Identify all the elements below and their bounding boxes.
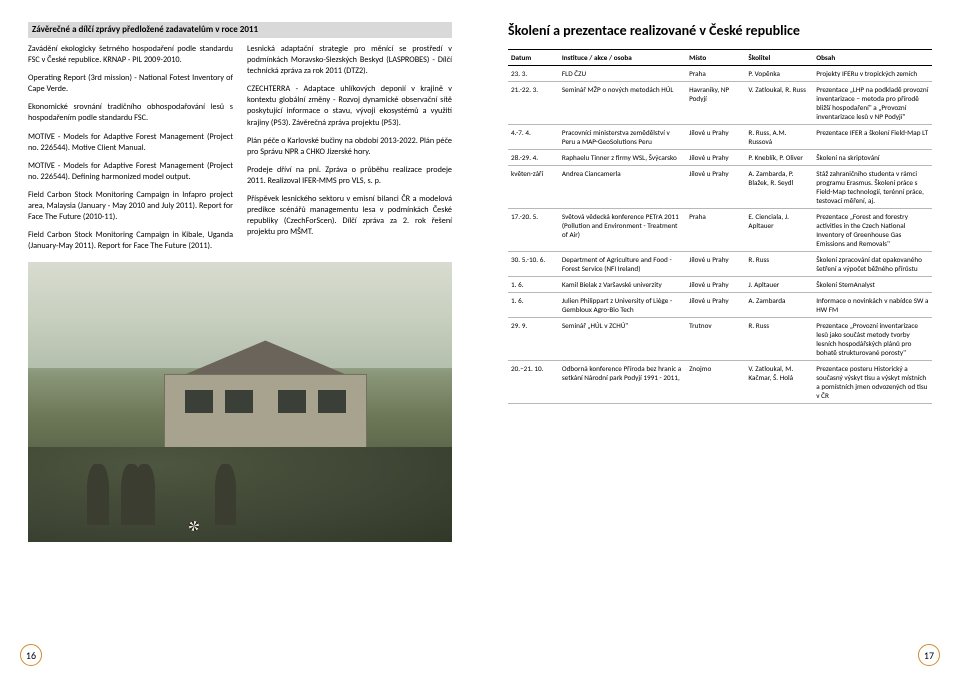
table-cell: P. Kneblík, P. Oliver (745, 149, 813, 165)
table-cell: Praha (686, 208, 745, 251)
table-cell: Školení zpracování dat opakovaného šetře… (813, 251, 932, 276)
table-cell: Department of Agriculture and Food - For… (559, 251, 686, 276)
table-cell: květen-září (508, 165, 559, 208)
col-inst: Instituce / akce / osoba (559, 49, 686, 65)
page-left: Závěrečné a dílčí zprávy předložené zada… (10, 8, 470, 672)
table-cell: Trutnov (686, 317, 745, 360)
table-cell: R. Russ (745, 251, 813, 276)
table-cell: Jílové u Prahy (686, 276, 745, 292)
report-para: Prodeje dříví na pni. Zpráva o průběhu r… (247, 165, 452, 187)
table-cell: 21.-22. 3. (508, 81, 559, 124)
report-para: Lesnická adaptační strategie pro měnící … (247, 44, 452, 77)
report-para: Příspěvek lesnického sektoru v emisní bi… (247, 194, 452, 238)
table-cell: 4.-7. 4. (508, 124, 559, 149)
table-cell: Stáž zahraničního studenta v rámci progr… (813, 165, 932, 208)
table-cell: E. Cienciala, J. Apltauer (745, 208, 813, 251)
page-title: Školení a prezentace realizované v České… (508, 22, 932, 41)
report-para: Ekonomické srovnání tradičního obhospoda… (28, 102, 233, 124)
table-cell: Jílové u Prahy (686, 124, 745, 149)
table-cell: Praha (686, 65, 745, 81)
table-cell: Znojmo (686, 360, 745, 403)
report-para: Plán péče o Karlovské bučiny na období 2… (247, 136, 452, 158)
page-number: 17 (918, 644, 940, 666)
table-cell: Jílové u Prahy (686, 292, 745, 317)
table-cell: 28.-29. 4. (508, 149, 559, 165)
table-row: 1. 6.Julien Philippart z University of L… (508, 292, 932, 317)
report-para: Zavádění ekologicky šetrného hospodaření… (28, 44, 233, 66)
table-cell: FLD ČZU (559, 65, 686, 81)
table-row: 21.-22. 3.Seminář MŽP o nových metodách … (508, 81, 932, 124)
table-cell: 30. 5.-10. 6. (508, 251, 559, 276)
report-para: Field Carbon Stock Monitoring Campaign i… (28, 230, 233, 252)
table-cell: A. Zambarda, P. Blažek, R. Seydl (745, 165, 813, 208)
table-row: 29. 9.Seminář „HÚL v ZCHÚ"TrutnovR. Russ… (508, 317, 932, 360)
table-cell: 17.-20. 5. (508, 208, 559, 251)
report-para: CZECHTERRA - Adaptace uhlíkových deponií… (247, 84, 452, 128)
table-row: 1. 6.Kamil Bielak z Varšavské univerzity… (508, 276, 932, 292)
col-loc: Místo (686, 49, 745, 65)
table-cell: Jílové u Prahy (686, 165, 745, 208)
table-cell: J. Apltauer (745, 276, 813, 292)
table-cell: Prezentace „Provozní inventarizace lesů … (813, 317, 932, 360)
section-title: Závěrečné a dílčí zprávy předložené zada… (28, 22, 452, 38)
page-number: 16 (20, 644, 42, 666)
table-cell: R. Russ (745, 317, 813, 360)
col-train: Školitel (745, 49, 813, 65)
table-cell: Andrea Ciancamerla (559, 165, 686, 208)
table-cell: Pracovníci ministerstva zemědělství v Pe… (559, 124, 686, 149)
table-cell: Prezentace „Forest and forestry activiti… (813, 208, 932, 251)
table-cell: Jílové u Prahy (686, 149, 745, 165)
table-cell: Projekty IFERu v tropických zemích (813, 65, 932, 81)
table-cell: Kamil Bielak z Varšavské univerzity (559, 276, 686, 292)
col-topic: Obsah (813, 49, 932, 65)
report-para: MOTIVE - Models for Adaptive Forest Mana… (28, 161, 233, 183)
training-table: Datum Instituce / akce / osoba Místo Ško… (508, 49, 932, 404)
report-para: Operating Report (3rd mission) - Nationa… (28, 73, 233, 95)
table-cell: Prezentace IFER a školení Field-Map LT (813, 124, 932, 149)
table-row: 23. 3.FLD ČZUPrahaP. VopěnkaProjekty IFE… (508, 65, 932, 81)
table-cell: Havraníky, NP Podyjí (686, 81, 745, 124)
table-cell: 1. 6. (508, 292, 559, 317)
table-row: květen-záříAndrea CiancamerlaJílové u Pr… (508, 165, 932, 208)
table-cell: A. Zambarda (745, 292, 813, 317)
table-cell: Prezentace posteru Historický a současný… (813, 360, 932, 403)
table-cell: R. Russ, A.M. Russová (745, 124, 813, 149)
table-row: 28.-29. 4.Raphaelu Tinner z firmy WSL, Š… (508, 149, 932, 165)
table-cell: 23. 3. (508, 65, 559, 81)
table-cell: Raphaelu Tinner z firmy WSL, Švýcarsko (559, 149, 686, 165)
table-cell: Julien Philippart z University of Liège … (559, 292, 686, 317)
table-cell: Školení na skriptování (813, 149, 932, 165)
table-cell: 29. 9. (508, 317, 559, 360)
table-cell: Seminář MŽP o nových metodách HÚL (559, 81, 686, 124)
report-para: MOTIVE - Models for Adaptive Forest Mana… (28, 132, 233, 154)
table-cell: V. Zatloukal, M. Kačmar, Š. Holá (745, 360, 813, 403)
table-cell: Školení StemAnalyst (813, 276, 932, 292)
table-row: 4.-7. 4.Pracovníci ministerstva zeměděls… (508, 124, 932, 149)
table-cell: V. Zatloukal, R. Russ (745, 81, 813, 124)
table-cell: Informace o novinkách v nabídce SW a HW … (813, 292, 932, 317)
table-row: 30. 5.-10. 6.Department of Agriculture a… (508, 251, 932, 276)
table-row: 17.-20. 5.Světová vědecká konference PET… (508, 208, 932, 251)
field-photo (28, 262, 452, 542)
table-cell: Seminář „HÚL v ZCHÚ" (559, 317, 686, 360)
table-cell: Jílové u Prahy (686, 251, 745, 276)
table-cell: Odborná konference Příroda bez hranic a … (559, 360, 686, 403)
table-cell: 1. 6. (508, 276, 559, 292)
table-cell: Světová vědecká konference PETrA 2011 (P… (559, 208, 686, 251)
table-row: 20.–21. 10.Odborná konference Příroda be… (508, 360, 932, 403)
table-cell: P. Vopěnka (745, 65, 813, 81)
col-date: Datum (508, 49, 559, 65)
report-para: Field Carbon Stock Monitoring Campaign i… (28, 190, 233, 223)
table-cell: Prezentace „LHP na podkladě provozní inv… (813, 81, 932, 124)
page-right: Školení a prezentace realizované v České… (490, 8, 950, 672)
table-cell: 20.–21. 10. (508, 360, 559, 403)
reports-body: Zavádění ekologicky šetrného hospodaření… (28, 44, 452, 252)
